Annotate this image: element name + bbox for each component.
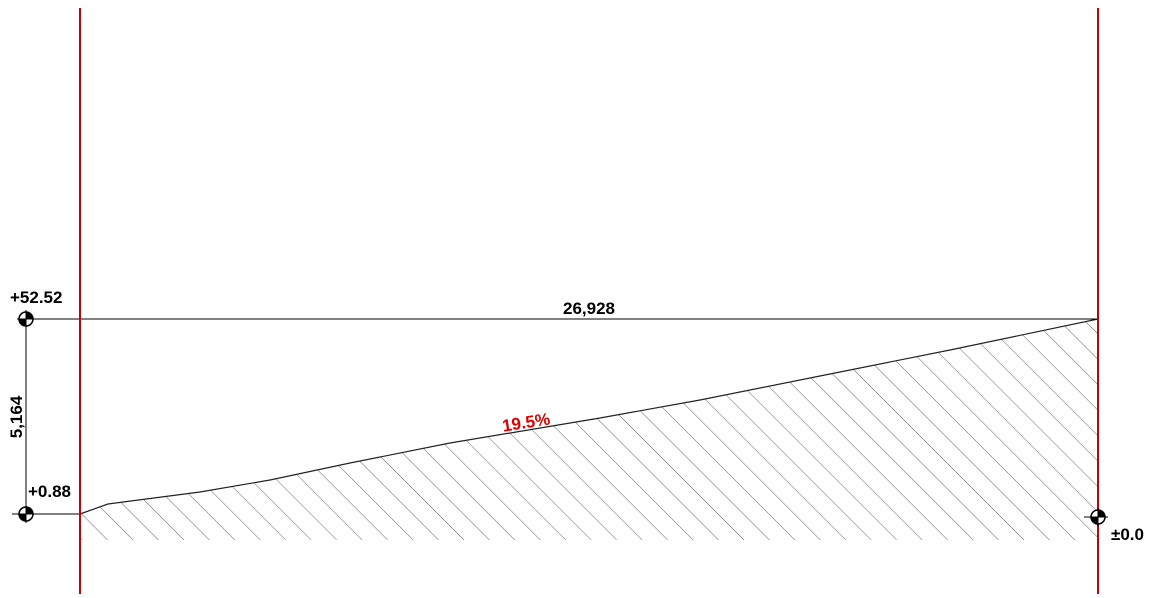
vertical-height-label: 5,164 <box>7 395 26 438</box>
elevation-marker-icon <box>17 310 35 328</box>
elevation-marker-icon <box>1089 508 1107 526</box>
terrain-profile-line <box>79 318 1099 515</box>
horizontal-length-label: 26,928 <box>563 299 615 318</box>
elevation-marker-icon <box>17 505 35 523</box>
ground-hatch <box>80 319 1098 540</box>
top-elevation-label: +52.52 <box>10 288 62 307</box>
datum-label: ±0.0 <box>1111 525 1144 544</box>
bottom-elevation-label: +0.88 <box>28 482 71 501</box>
